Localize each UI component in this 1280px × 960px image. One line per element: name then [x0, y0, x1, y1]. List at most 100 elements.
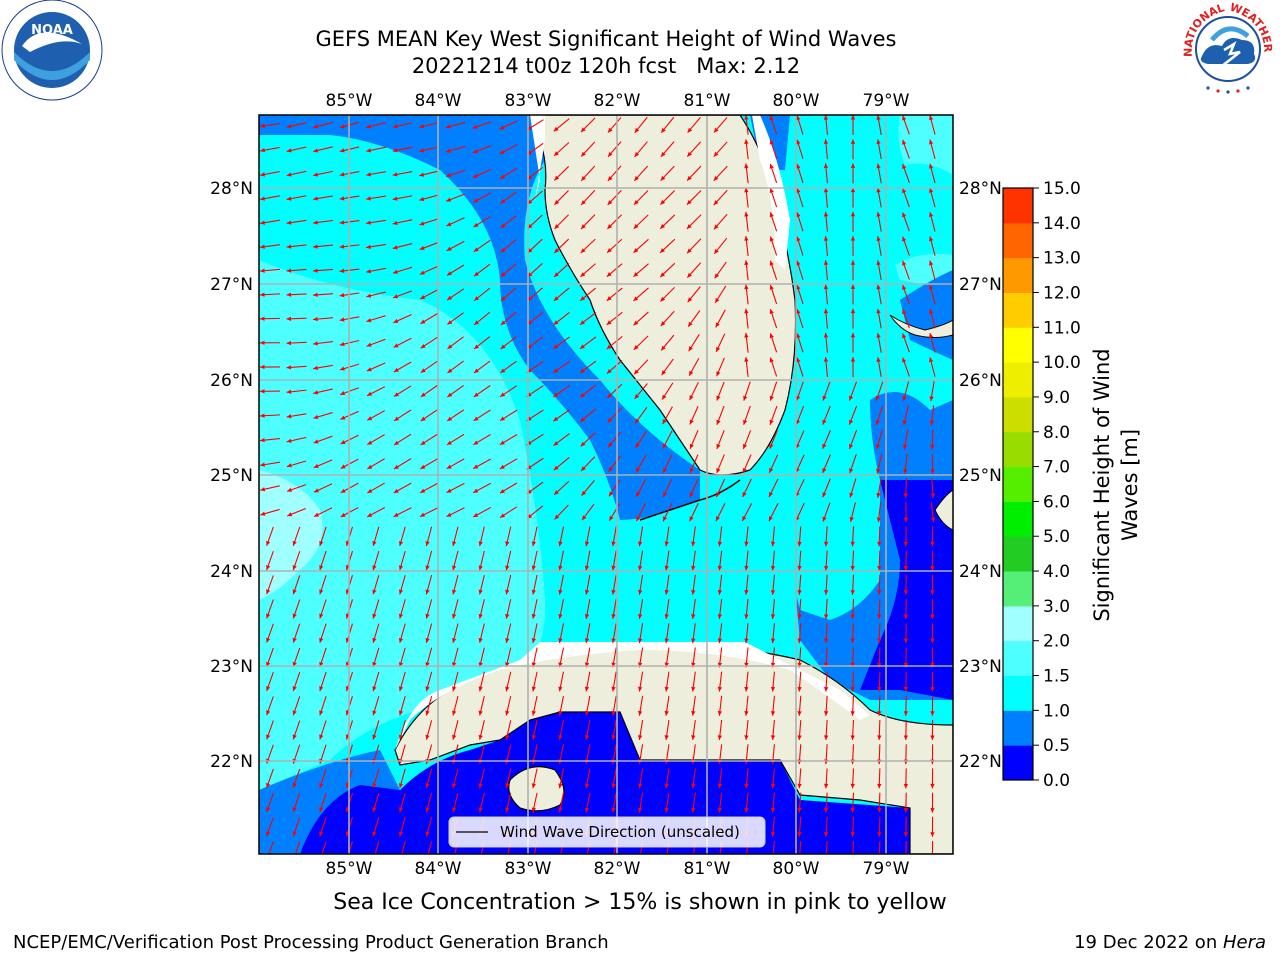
wave-direction-arrowhead	[849, 517, 854, 522]
wave-direction-arrowhead	[662, 443, 667, 449]
wave-direction-arrowhead	[637, 686, 643, 692]
lon-label: 85°W	[326, 91, 373, 111]
chart-subtitle: 20221214 t00z 120h fcst Max: 2.12	[411, 54, 801, 78]
colorbar-swatch	[1003, 710, 1033, 746]
wave-direction-arrowhead	[478, 686, 483, 692]
wave-direction-arrowhead	[823, 115, 829, 120]
wave-direction-arrowhead	[691, 735, 696, 740]
wave-direction-arrowhead	[902, 139, 907, 145]
wave-direction-arrowhead	[607, 176, 613, 181]
wave-direction-arrowhead	[903, 783, 909, 789]
wave-direction-arrowhead	[823, 308, 829, 314]
wave-direction-arrowhead	[499, 440, 505, 445]
wave-direction-arrowhead	[420, 440, 426, 445]
wave-direction-arrowhead	[930, 808, 935, 813]
wave-direction-arrowhead	[372, 686, 377, 692]
wave-direction-arrowhead	[716, 395, 721, 401]
wave-direction-arrowhead	[531, 613, 536, 619]
wave-direction-arrowhead	[633, 272, 639, 277]
wave-direction-arrowhead	[292, 734, 297, 740]
wave-direction-arrowhead	[743, 419, 748, 425]
wave-direction-arrowhead	[769, 309, 774, 315]
wave-direction-arrowhead	[367, 391, 373, 396]
wave-direction-arrowhead	[478, 638, 483, 643]
wave-direction-arrowhead	[769, 188, 774, 194]
wave-direction-arrowhead	[958, 493, 962, 498]
wave-direction-arrowhead	[849, 395, 854, 401]
wave-direction-arrowhead	[633, 320, 639, 326]
wave-direction-arrowhead	[292, 782, 297, 788]
wave-direction-arrowhead	[446, 464, 452, 469]
wave-direction-arrowhead	[928, 284, 934, 290]
wave-direction-arrowhead	[688, 346, 693, 352]
wave-direction-arrow	[772, 840, 775, 854]
wave-direction-arrowhead	[928, 333, 934, 339]
colorbar-tick-label: 4.0	[1043, 562, 1070, 582]
wave-direction-arrowhead	[581, 490, 587, 496]
wave-direction-arrowhead	[903, 614, 909, 619]
colorbar-ticks: 0.0 0.5 1.0 1.5 2.0 3.0 4.0 5.0 6.0 7.0 8.0 9.0 10.0…	[1033, 179, 1081, 791]
wave-direction-arrowhead	[823, 832, 829, 837]
wave-direction-arrowhead	[260, 172, 266, 177]
wave-direction-arrowhead	[558, 710, 563, 716]
wave-direction-arrowhead	[663, 492, 668, 498]
wave-direction-arrowhead	[372, 710, 377, 716]
wave-direction-arrowhead	[367, 416, 373, 421]
wave-direction-arrowhead	[715, 297, 720, 303]
wave-direction-arrowhead	[554, 272, 559, 277]
wave-direction-arrowhead	[425, 734, 430, 740]
wave-direction-arrowhead	[554, 490, 559, 495]
wave-direction-arrowhead	[446, 271, 452, 276]
wave-direction-arrowhead	[420, 512, 426, 517]
wave-direction-arrowhead	[902, 260, 907, 266]
wave-direction-arrowhead	[425, 541, 430, 547]
wave-direction-arrowhead	[558, 807, 563, 813]
lat-label: 28°N	[959, 179, 1002, 199]
wave-direction-arrowhead	[689, 443, 694, 449]
wave-direction-arrowhead	[447, 392, 453, 398]
wave-direction-arrowhead	[769, 467, 774, 473]
wave-direction-arrowhead	[584, 589, 590, 595]
wave-direction-arrowhead	[260, 244, 265, 249]
wave-direction-arrow	[374, 841, 380, 854]
wave-direction-arrowhead	[420, 319, 426, 324]
wave-direction-arrowhead	[637, 638, 643, 644]
wave-direction-arrowhead	[717, 638, 723, 644]
wave-direction-arrowhead	[824, 856, 828, 861]
wave-direction-arrowhead	[287, 487, 293, 492]
wave-direction-arrowhead	[340, 391, 346, 396]
wave-direction-arrowhead	[928, 308, 934, 314]
wave-direction-arrowhead	[579, 368, 585, 373]
wave-direction-arrowhead	[425, 589, 430, 595]
wave-direction-arrowhead	[553, 465, 559, 471]
wave-direction-arrowhead	[584, 638, 590, 644]
wave-direction-arrowhead	[584, 710, 590, 716]
wave-direction-arrowhead	[822, 468, 827, 473]
wave-direction-arrowhead	[607, 393, 612, 399]
wave-direction-arrowhead	[716, 419, 721, 425]
wave-direction-arrow	[294, 841, 301, 854]
wave-direction-arrowhead	[292, 637, 297, 643]
wave-direction-arrowhead	[876, 163, 881, 169]
wave-direction-arrowhead	[850, 735, 855, 740]
wave-direction-arrowhead	[473, 488, 479, 493]
wave-direction-arrowhead	[393, 294, 399, 299]
wave-direction-arrowhead	[339, 244, 345, 249]
wave-direction-arrowhead	[500, 296, 506, 301]
wave-direction-arrowhead	[339, 124, 345, 129]
wave-direction-arrowhead	[957, 614, 961, 619]
wave-direction-arrowhead	[313, 488, 319, 493]
wave-direction-arrowhead	[823, 236, 829, 241]
wave-direction-arrowhead	[472, 173, 478, 178]
wave-direction-arrowhead	[367, 512, 373, 517]
wave-direction-arrowhead	[823, 807, 829, 813]
wave-direction-arrowhead	[877, 735, 882, 740]
wave-direction-arrowhead	[877, 783, 882, 789]
wave-direction-arrowhead	[499, 149, 505, 154]
wave-direction-arrowhead	[876, 284, 881, 290]
lat-label: 23°N	[210, 657, 253, 677]
lat-label: 22°N	[959, 752, 1002, 772]
wave-direction-arrowhead	[744, 357, 749, 362]
colorbar-tick-label: 15.0	[1043, 179, 1081, 199]
chart-title: GEFS MEAN Key West Significant Height of…	[315, 27, 897, 51]
